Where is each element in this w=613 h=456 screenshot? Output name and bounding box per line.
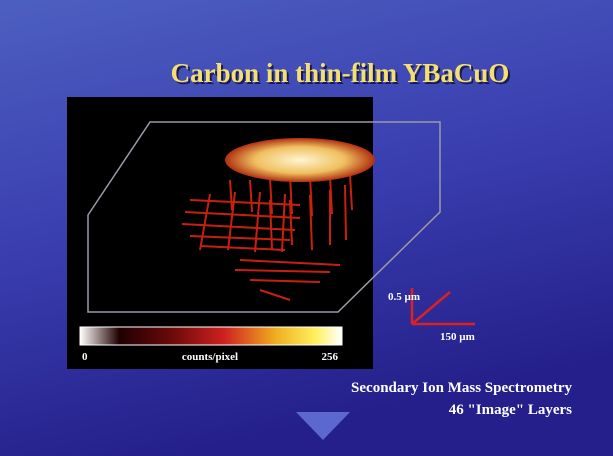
slide: Carbon in thin-film YBaCuO Carbon in thi… <box>0 0 613 456</box>
caption-line: 46 "Image" Layers <box>449 402 572 418</box>
colorbar <box>80 327 342 345</box>
colorbar-max: 256 <box>322 351 339 363</box>
scale-vertical: 0.5 µm <box>388 291 420 303</box>
colorbar-min: 0 <box>82 351 88 363</box>
scale-horizontal: 150 µm <box>440 331 475 343</box>
colorbar-label: counts/pixel <box>182 351 238 363</box>
sims-top <box>225 138 375 182</box>
title: Carbon in thin-film YBaCuO <box>171 58 510 88</box>
caption-line: Secondary Ion Mass Spectrometry <box>351 380 572 396</box>
